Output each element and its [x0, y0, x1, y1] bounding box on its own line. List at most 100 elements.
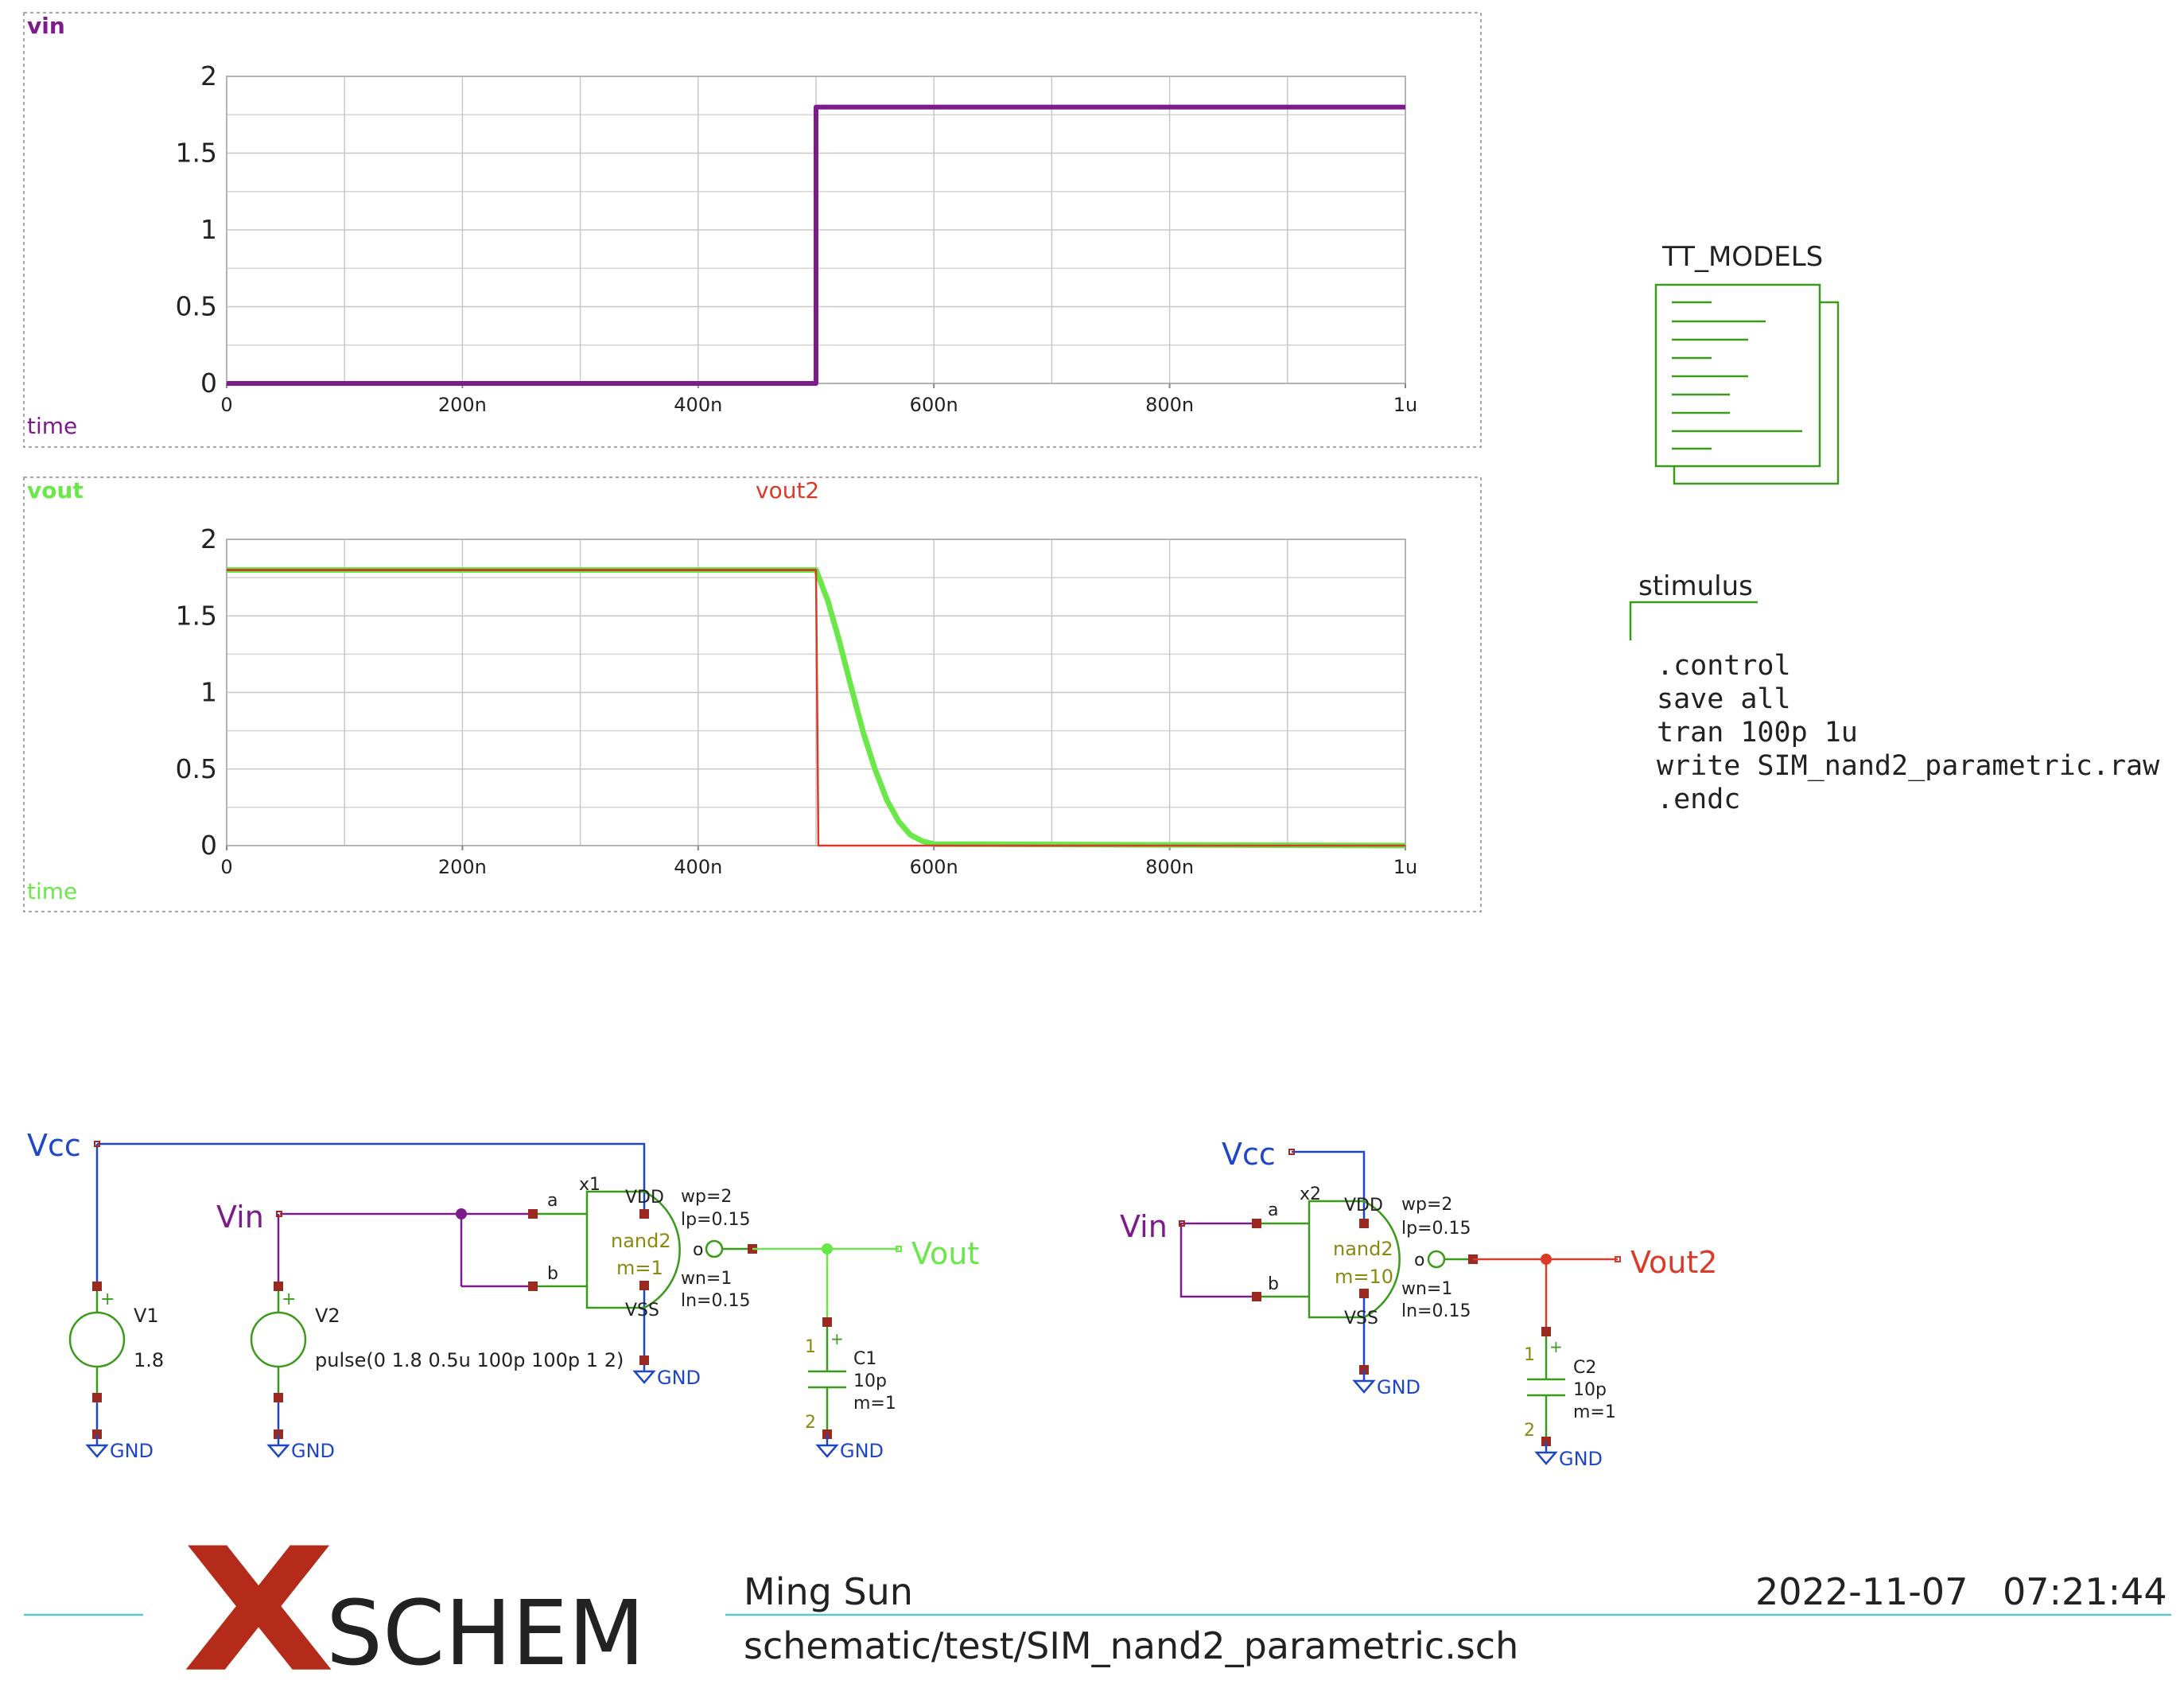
- x2-pin-a: a: [1268, 1200, 1278, 1220]
- x-tick-label: 200n: [438, 856, 487, 878]
- stimulus-bracket: [1629, 601, 1758, 640]
- svg-text:+: +: [1549, 1337, 1563, 1356]
- v2-value: pulse(0 1.8 0.5u 100p 100p 1 2): [315, 1349, 624, 1371]
- vcc2-label: Vcc: [1222, 1137, 1276, 1172]
- tt-models-symbol[interactable]: TT_MODELS: [1654, 241, 1840, 485]
- stimulus-line-tran: tran 100p 1u: [1657, 717, 1858, 749]
- stimulus-block[interactable]: stimulus .control save all tran 100p 1u …: [1629, 570, 2160, 815]
- schematic-path: schematic/test/SIM_nand2_parametric.sch: [744, 1624, 1518, 1667]
- logo-wordmark: SCHEM: [326, 1582, 645, 1686]
- gnd-icon: [267, 1433, 290, 1458]
- graph-vin-signal-label: vin: [27, 13, 65, 39]
- gnd-icon: [86, 1433, 108, 1458]
- c1-m: m=1: [853, 1394, 896, 1414]
- vout-junction[interactable]: [822, 1243, 833, 1254]
- x-tick-label: 800n: [1145, 856, 1194, 878]
- nand-gate-x2[interactable]: [1252, 1200, 1478, 1319]
- x1-pin-b: b: [547, 1264, 558, 1284]
- v2-source[interactable]: +: [250, 1282, 307, 1439]
- graph-vout-frame: [23, 476, 1482, 912]
- svg-text:+: +: [100, 1289, 115, 1309]
- vcc-pin[interactable]: [94, 1141, 100, 1147]
- vout2-pin[interactable]: [1615, 1256, 1621, 1262]
- vout-pin[interactable]: [896, 1246, 902, 1252]
- x1-name: x1: [579, 1175, 600, 1195]
- x1-lp: lp=0.15: [681, 1210, 751, 1230]
- v1-source[interactable]: +: [68, 1282, 126, 1439]
- stimulus-line-save: save all: [1657, 683, 1791, 715]
- x1-ln: ln=0.15: [681, 1291, 750, 1311]
- x2-pin-o: o: [1414, 1250, 1424, 1270]
- stimulus-line-endc: .endc: [1657, 784, 1740, 815]
- x-tick-label: 800n: [1145, 394, 1194, 416]
- vin-junction[interactable]: [456, 1208, 467, 1219]
- x1-m: m=1: [616, 1257, 663, 1279]
- v1-gnd-label: GND: [110, 1440, 154, 1462]
- graph-vout-signal-label: vout: [27, 477, 84, 504]
- circuit-1[interactable]: Vcc Vin + V1 1.8 GND: [27, 1128, 979, 1462]
- stimulus-line-write: write SIM_nand2_parametric.raw: [1657, 750, 2160, 782]
- title-block: X SCHEM Ming Sun schematic/test/SIM_nand…: [24, 1511, 2171, 1688]
- graph-vout-xlabel: time: [27, 878, 77, 904]
- x2-type: nand2: [1333, 1238, 1393, 1260]
- x2-pin-b: b: [1268, 1274, 1279, 1294]
- y-tick-label: 1: [200, 677, 217, 708]
- x2-wn: wn=1: [1401, 1279, 1452, 1299]
- gnd-icon: [816, 1433, 838, 1458]
- series-line-vin[interactable]: [227, 104, 1405, 386]
- x2-ln: ln=0.15: [1401, 1301, 1471, 1321]
- plot-border: [226, 539, 1406, 846]
- graph-vin-xlabel: time: [27, 413, 77, 439]
- vcc2-pin[interactable]: [1288, 1149, 1295, 1155]
- vcc-label: Vcc: [27, 1128, 81, 1163]
- y-tick-label: 0.5: [176, 753, 217, 784]
- x1-wn: wn=1: [681, 1269, 732, 1289]
- nand-gate-x1[interactable]: [528, 1190, 757, 1309]
- x2-pin-vdd: VDD: [1344, 1196, 1383, 1215]
- x-tick-label: 600n: [910, 394, 958, 416]
- xschem-logo: X SCHEM: [182, 1511, 645, 1688]
- v1-value: 1.8: [134, 1349, 164, 1371]
- graph-vout[interactable]: vout vout2 time 0 0.5 1 1.5 2 0 200n 400n 600n 80…: [23, 476, 1482, 912]
- graph-vin[interactable]: vin time 0 0.5 1 1.5 2 0 200n 400n 600n 800n 1u: [23, 12, 1482, 448]
- c1-pin2: 2: [805, 1413, 816, 1433]
- capacitor-c2[interactable]: +: [1527, 1327, 1565, 1446]
- x-tick-label: 1u: [1393, 856, 1417, 878]
- y-tick-label: 1: [200, 214, 217, 245]
- graph-vout2-signal-label: vout2: [756, 477, 819, 504]
- svg-text:+: +: [282, 1289, 296, 1309]
- y-tick-label: 2: [200, 523, 217, 554]
- vcc2-net-wire[interactable]: [1292, 1150, 1366, 1370]
- vin2-net-wire[interactable]: [1179, 1222, 1257, 1298]
- capacitor-c1[interactable]: +: [808, 1317, 846, 1439]
- gnd-icon: [1353, 1368, 1375, 1394]
- y-tick-label: 1.5: [176, 600, 217, 631]
- vin-net-wire[interactable]: [277, 1212, 533, 1288]
- tt-models-text-lines-icon: [1672, 301, 1802, 450]
- series-line-vout[interactable]: [227, 567, 1406, 849]
- x2-lp: lp=0.15: [1401, 1219, 1471, 1239]
- series-line-vout2[interactable]: [227, 569, 1405, 847]
- y-tick-label: 0: [200, 368, 217, 399]
- x1-pin-vdd: VDD: [625, 1188, 664, 1208]
- c1-name: C1: [853, 1349, 876, 1369]
- vin2-pin[interactable]: [1179, 1220, 1185, 1227]
- x2-m: m=10: [1335, 1266, 1393, 1288]
- vout2-label: Vout2: [1630, 1245, 1717, 1280]
- x-tick-label: 0: [220, 856, 232, 878]
- vcc-net-wire[interactable]: [95, 1142, 829, 1435]
- vin2-label: Vin: [1120, 1209, 1168, 1244]
- x2-pin-vss: VSS: [1344, 1309, 1378, 1328]
- save-date: 2022-11-07: [1755, 1570, 1968, 1613]
- x1-pin-a: a: [547, 1191, 558, 1211]
- circuit-2[interactable]: Vcc Vin x2 a b VDD VSS o nand2 m=10 wp=2…: [1120, 1137, 1717, 1470]
- graph-vout-plot-area: 0 0.5 1 1.5 2 0 200n 400n 600n 800n 1u: [176, 523, 1418, 878]
- vout2-net-wire[interactable]: [1473, 1258, 1618, 1332]
- vout2-junction[interactable]: [1541, 1254, 1552, 1265]
- vout-net-wire[interactable]: [752, 1247, 899, 1322]
- vin-pin[interactable]: [276, 1211, 282, 1217]
- x-tick-label: 600n: [910, 856, 958, 878]
- x2-wp: wp=2: [1401, 1195, 1452, 1215]
- tt-models-label: TT_MODELS: [1661, 241, 1823, 273]
